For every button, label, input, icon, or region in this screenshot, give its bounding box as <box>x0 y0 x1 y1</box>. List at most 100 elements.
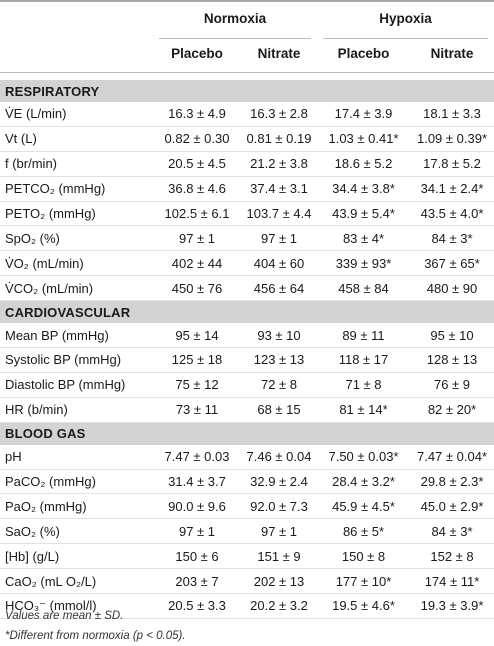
footnote-significance: *Different from normoxia (p < 0.05). <box>5 630 186 642</box>
value-cell: 86 ± 5* <box>317 518 410 545</box>
row-label: V̇E (L/min) <box>0 102 153 127</box>
value-cell: 0.82 ± 0.30 <box>153 126 241 152</box>
section-header-row: CARDIOVASCULAR <box>0 300 494 324</box>
table-row: pH 7.47 ± 0.03 7.46 ± 0.04 7.50 ± 0.03* 7.47… <box>0 444 494 470</box>
value-cell: 7.47 ± 0.03 <box>153 444 241 470</box>
value-cell: 18.1 ± 3.3 <box>410 102 494 127</box>
column-header-row: Placebo Nitrate Placebo Nitrate <box>0 35 494 73</box>
value-cell: 174 ± 11* <box>410 568 494 595</box>
row-label: Mean BP (mmHg) <box>0 323 153 349</box>
data-table: Normoxia Hypoxia Placebo Nitrate Placebo… <box>0 3 494 619</box>
footnote-values: Values are mean ± SD. <box>5 610 124 622</box>
value-cell: 75 ± 12 <box>153 372 241 398</box>
table-row: Mean BP (mmHg) 95 ± 14 93 ± 10 89 ± 11 95 ± … <box>0 323 494 349</box>
value-cell: 45.9 ± 4.5* <box>317 493 410 520</box>
section-title: CARDIOVASCULAR <box>0 300 494 324</box>
row-label: V̇CO₂ (mL/min) <box>0 275 153 302</box>
group-header-row: Normoxia Hypoxia <box>0 3 494 39</box>
spacer-row <box>0 73 494 81</box>
value-cell: 73 ± 11 <box>153 397 241 423</box>
table-row: f (br/min) 20.5 ± 4.5 21.2 ± 3.8 18.6 ± 5.2… <box>0 151 494 177</box>
value-cell: 97 ± 1 <box>153 518 241 545</box>
column-header: Placebo <box>317 35 410 73</box>
value-cell: 150 ± 6 <box>153 543 241 570</box>
table-row: [Hb] (g/L) 150 ± 6 151 ± 9 150 ± 8 152 ± 8 <box>0 543 494 570</box>
value-cell: 404 ± 60 <box>241 250 317 277</box>
value-cell: 34.1 ± 2.4* <box>410 176 494 202</box>
value-cell: 20.5 ± 4.5 <box>153 151 241 177</box>
value-cell: 43.5 ± 4.0* <box>410 201 494 227</box>
value-cell: 95 ± 10 <box>410 323 494 349</box>
table-row: HR (b/min) 73 ± 11 68 ± 15 81 ± 14* 82 ± 20* <box>0 397 494 423</box>
table-row: PETO₂ (mmHg) 102.5 ± 6.1 103.7 ± 4.4 43.9 ±… <box>0 201 494 227</box>
section-title: RESPIRATORY <box>0 80 494 102</box>
table-row: SpO₂ (%) 97 ± 1 97 ± 1 83 ± 4* 84 ± 3* <box>0 225 494 252</box>
value-cell: 203 ± 7 <box>153 568 241 595</box>
value-cell: 20.2 ± 3.2 <box>241 593 317 619</box>
value-cell: 34.4 ± 3.8* <box>317 176 410 202</box>
value-cell: 97 ± 1 <box>241 518 317 545</box>
column-header: Nitrate <box>241 35 317 73</box>
row-label: HCO₃⁻ (mmol/l) <box>0 593 153 619</box>
value-cell: 1.09 ± 0.39* <box>410 126 494 152</box>
value-cell: 92.0 ± 7.3 <box>241 493 317 520</box>
value-cell: 150 ± 8 <box>317 543 410 570</box>
value-cell: 18.6 ± 5.2 <box>317 151 410 177</box>
top-rule <box>0 0 494 2</box>
value-cell: 480 ± 90 <box>410 275 494 302</box>
value-cell: 17.8 ± 5.2 <box>410 151 494 177</box>
section-header-row: RESPIRATORY <box>0 80 494 102</box>
table-row: PaCO₂ (mmHg) 31.4 ± 3.7 32.9 ± 2.4 28.4 ± 3… <box>0 469 494 495</box>
value-cell: 82 ± 20* <box>410 397 494 423</box>
value-cell: 72 ± 8 <box>241 372 317 398</box>
value-cell: 83 ± 4* <box>317 225 410 252</box>
table-row: Diastolic BP (mmHg) 75 ± 12 72 ± 8 71 ± 8 76… <box>0 372 494 398</box>
row-label: pH <box>0 444 153 470</box>
value-cell: 29.8 ± 2.3* <box>410 469 494 495</box>
value-cell: 402 ± 44 <box>153 250 241 277</box>
value-cell: 71 ± 8 <box>317 372 410 398</box>
value-cell: 339 ± 93* <box>317 250 410 277</box>
value-cell: 7.50 ± 0.03* <box>317 444 410 470</box>
row-label: HR (b/min) <box>0 397 153 423</box>
value-cell: 97 ± 1 <box>241 225 317 252</box>
value-cell: 1.03 ± 0.41* <box>317 126 410 152</box>
value-cell: 37.4 ± 3.1 <box>241 176 317 202</box>
row-label: Diastolic BP (mmHg) <box>0 372 153 398</box>
value-cell: 90.0 ± 9.6 <box>153 493 241 520</box>
value-cell: 81 ± 14* <box>317 397 410 423</box>
group-underline <box>323 38 488 39</box>
value-cell: 458 ± 84 <box>317 275 410 302</box>
value-cell: 128 ± 13 <box>410 347 494 373</box>
table-row: V̇CO₂ (mL/min) 450 ± 76 456 ± 64 458 ± 84 48… <box>0 275 494 302</box>
value-cell: 20.5 ± 3.3 <box>153 593 241 619</box>
row-label: [Hb] (g/L) <box>0 543 153 570</box>
value-cell: 28.4 ± 3.2* <box>317 469 410 495</box>
row-label: V̇O₂ (mL/min) <box>0 250 153 277</box>
empty-header-cell <box>0 35 153 73</box>
value-cell: 19.3 ± 3.9* <box>410 593 494 619</box>
value-cell: 89 ± 11 <box>317 323 410 349</box>
group-header-normoxia: Normoxia <box>153 3 317 39</box>
empty-header-cell <box>0 3 153 35</box>
row-label: CaO₂ (mL O₂/L) <box>0 568 153 595</box>
section-title: BLOOD GAS <box>0 422 494 445</box>
value-cell: 456 ± 64 <box>241 275 317 302</box>
row-label: Systolic BP (mmHg) <box>0 347 153 373</box>
value-cell: 19.5 ± 4.6* <box>317 593 410 619</box>
value-cell: 16.3 ± 4.9 <box>153 102 241 127</box>
value-cell: 84 ± 3* <box>410 225 494 252</box>
value-cell: 84 ± 3* <box>410 518 494 545</box>
table-row: Systolic BP (mmHg) 125 ± 18 123 ± 13 118 ± … <box>0 347 494 373</box>
value-cell: 45.0 ± 2.9* <box>410 493 494 520</box>
value-cell: 123 ± 13 <box>241 347 317 373</box>
value-cell: 118 ± 17 <box>317 347 410 373</box>
value-cell: 76 ± 9 <box>410 372 494 398</box>
row-label: PETO₂ (mmHg) <box>0 201 153 227</box>
table-row: SaO₂ (%) 97 ± 1 97 ± 1 86 ± 5* 84 ± 3* <box>0 518 494 545</box>
group-underline <box>159 38 311 39</box>
table-row: V̇E (L/min) 16.3 ± 4.9 16.3 ± 2.8 17.4 ± 3.… <box>0 102 494 127</box>
value-cell: 177 ± 10* <box>317 568 410 595</box>
value-cell: 21.2 ± 3.8 <box>241 151 317 177</box>
